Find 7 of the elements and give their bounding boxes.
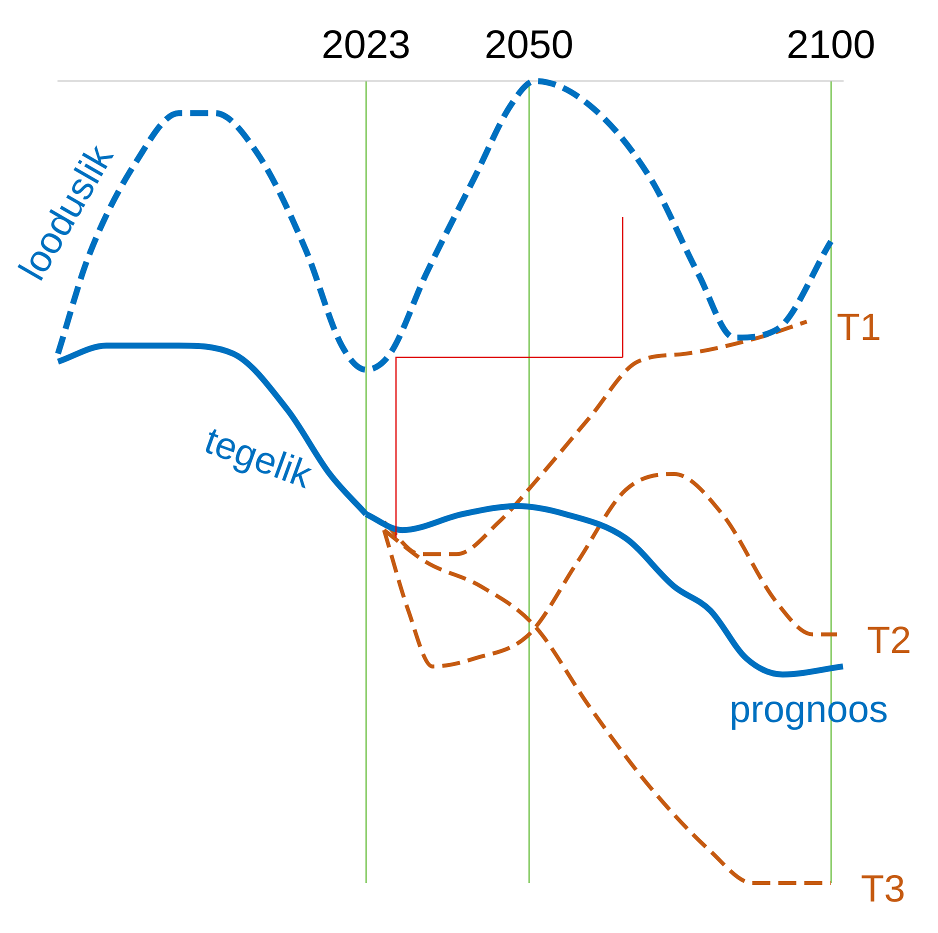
x-tick-label: 2050 bbox=[484, 23, 574, 68]
series-label: T3 bbox=[860, 868, 906, 910]
x-tick-label: 2100 bbox=[786, 23, 876, 68]
text: tegelik bbox=[199, 420, 318, 498]
x-tick-label: 2023 bbox=[321, 23, 410, 68]
series-label: T2 bbox=[866, 620, 912, 662]
series-label: T1 bbox=[836, 307, 882, 350]
